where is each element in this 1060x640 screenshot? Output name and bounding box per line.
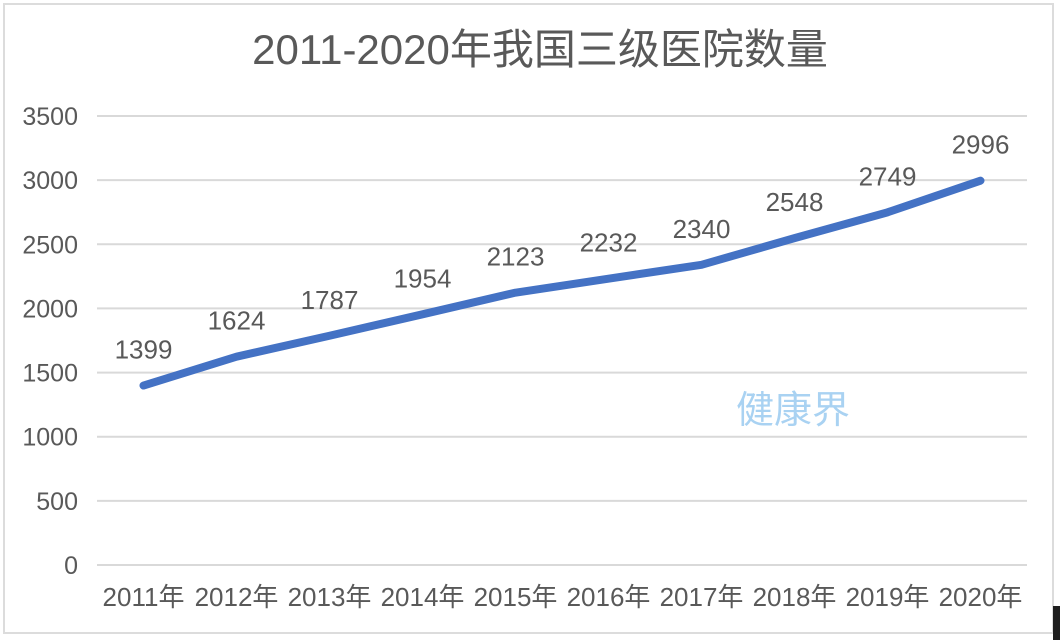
x-axis-category-label: 2018年 [753, 582, 837, 612]
y-axis-tick-label: 1000 [22, 424, 78, 452]
x-axis-category-label: 2015年 [474, 582, 558, 612]
data-label: 2548 [766, 187, 824, 217]
watermark: 健康界 [736, 390, 851, 432]
data-label: 2996 [952, 130, 1010, 160]
x-axis-category-label: 2016年 [567, 582, 651, 612]
x-axis-category-label: 2020年 [939, 582, 1023, 612]
y-axis-tick-label: 3500 [22, 103, 78, 131]
text-cursor [1053, 606, 1060, 640]
data-label: 1399 [115, 335, 173, 365]
x-axis-category-label: 2019年 [846, 582, 930, 612]
data-label: 2340 [673, 214, 731, 244]
chart-title: 2011-2020年我国三级医院数量 [252, 26, 828, 73]
y-axis-tick-label: 2000 [22, 295, 78, 323]
y-axis-tick-label: 2500 [22, 231, 78, 259]
y-axis-tick-label: 1500 [22, 360, 78, 388]
x-axis-category-label: 2013年 [288, 582, 372, 612]
x-axis-category-label: 2012年 [195, 582, 279, 612]
x-axis-category-label: 2011年 [103, 582, 185, 612]
data-label: 2123 [487, 242, 545, 272]
series-line [139, 176, 985, 390]
y-axis-tick-label: 3000 [22, 167, 78, 195]
data-label: 2749 [859, 161, 917, 191]
x-axis-category-label: 2014年 [381, 582, 465, 612]
y-axis-tick-label: 500 [36, 488, 78, 516]
data-label: 1787 [301, 285, 359, 315]
x-axis-category-label: 2017年 [660, 582, 744, 612]
y-axis-tick-label: 0 [64, 552, 78, 580]
data-label: 1624 [208, 306, 266, 336]
data-label: 1954 [394, 263, 452, 293]
data-label: 2232 [580, 228, 638, 258]
